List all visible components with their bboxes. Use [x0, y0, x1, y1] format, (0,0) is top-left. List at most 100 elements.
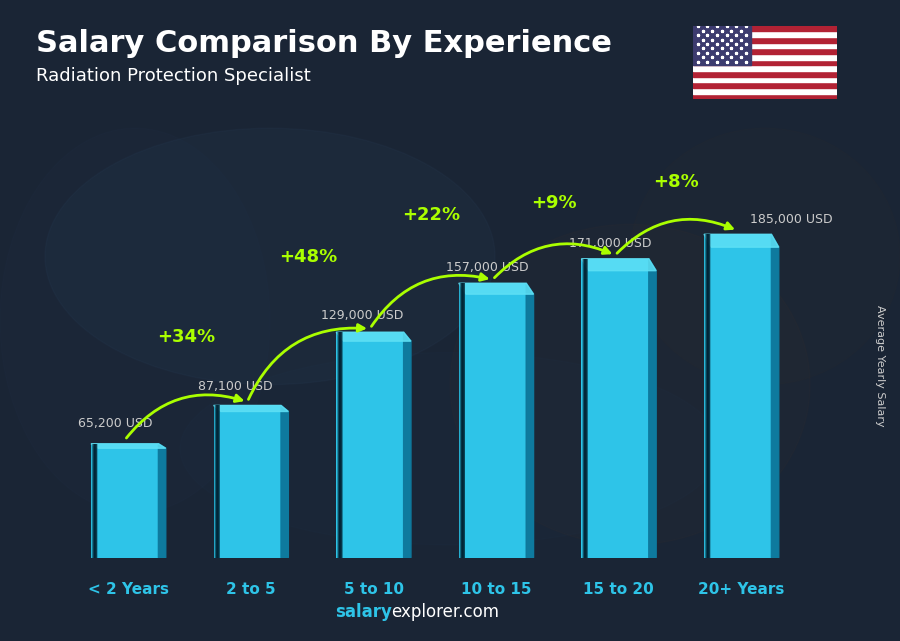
Bar	[582, 259, 586, 558]
Bar	[338, 332, 341, 558]
Bar	[705, 234, 708, 558]
Bar	[337, 332, 340, 558]
Bar	[91, 444, 94, 558]
Bar	[460, 283, 464, 558]
Polygon shape	[649, 259, 656, 558]
Bar	[337, 332, 339, 558]
Bar	[583, 259, 587, 558]
Bar	[217, 405, 220, 558]
Bar	[706, 234, 710, 558]
Bar	[216, 405, 219, 558]
Bar	[337, 332, 403, 558]
Bar	[91, 444, 94, 558]
Text: 10 to 15: 10 to 15	[461, 582, 531, 597]
Text: Average Yearly Salary: Average Yearly Salary	[875, 304, 886, 426]
Text: 15 to 20: 15 to 20	[583, 582, 654, 597]
Bar	[338, 332, 341, 558]
Polygon shape	[281, 405, 288, 558]
Bar	[583, 259, 586, 558]
Bar	[581, 259, 585, 558]
Bar	[706, 234, 709, 558]
Bar	[337, 332, 340, 558]
Bar	[693, 94, 837, 99]
Bar	[693, 31, 837, 37]
Ellipse shape	[0, 128, 270, 513]
Bar	[584, 259, 588, 558]
Bar	[461, 283, 464, 558]
Bar	[94, 444, 96, 558]
Bar	[582, 259, 585, 558]
Bar	[216, 405, 220, 558]
Bar	[583, 259, 587, 558]
Bar	[706, 234, 709, 558]
Bar	[693, 37, 837, 43]
Bar	[706, 234, 709, 558]
Text: +48%: +48%	[280, 247, 338, 266]
Bar	[584, 259, 588, 558]
Polygon shape	[337, 332, 411, 341]
Bar	[215, 405, 219, 558]
Polygon shape	[403, 332, 411, 558]
Ellipse shape	[180, 353, 720, 545]
Text: 20+ Years: 20+ Years	[698, 582, 785, 597]
Bar	[581, 259, 649, 558]
Bar	[459, 283, 463, 558]
Text: 2 to 5: 2 to 5	[226, 582, 275, 597]
Bar	[214, 405, 218, 558]
Text: 5 to 10: 5 to 10	[344, 582, 403, 597]
Bar	[338, 332, 342, 558]
Bar	[705, 234, 708, 558]
Bar	[582, 259, 585, 558]
Bar	[93, 444, 96, 558]
Bar	[707, 234, 711, 558]
Bar	[215, 405, 218, 558]
Bar	[704, 234, 707, 558]
Bar	[706, 234, 709, 558]
Bar	[706, 234, 710, 558]
Bar	[706, 234, 710, 558]
Bar	[216, 405, 220, 558]
Bar	[583, 259, 587, 558]
Text: explorer.com: explorer.com	[392, 603, 500, 621]
Bar	[584, 259, 588, 558]
Bar	[339, 332, 342, 558]
Bar	[338, 332, 341, 558]
Bar	[704, 234, 771, 558]
Bar	[94, 444, 97, 558]
Bar	[337, 332, 340, 558]
Bar	[215, 405, 219, 558]
Bar	[337, 332, 340, 558]
Text: 87,100 USD: 87,100 USD	[198, 380, 273, 393]
Bar	[706, 234, 708, 558]
Bar	[460, 283, 463, 558]
Bar	[214, 405, 218, 558]
Bar	[94, 444, 96, 558]
Text: 171,000 USD: 171,000 USD	[569, 237, 651, 250]
Bar	[461, 283, 464, 558]
Polygon shape	[213, 405, 288, 412]
Bar	[338, 332, 340, 558]
Bar	[94, 444, 97, 558]
Bar	[213, 405, 217, 558]
Bar	[338, 332, 342, 558]
Bar	[462, 283, 465, 558]
Text: +34%: +34%	[157, 328, 215, 346]
Text: +8%: +8%	[653, 172, 699, 190]
Bar	[459, 283, 462, 558]
Bar	[339, 332, 342, 558]
Bar	[462, 283, 465, 558]
Bar	[91, 444, 94, 558]
Bar	[92, 444, 95, 558]
Ellipse shape	[630, 128, 900, 385]
Bar	[693, 26, 751, 65]
Bar	[705, 234, 707, 558]
Bar	[693, 82, 837, 88]
Bar	[94, 444, 97, 558]
Bar	[92, 444, 94, 558]
Bar	[339, 332, 343, 558]
Bar	[93, 444, 96, 558]
Text: < 2 Years: < 2 Years	[88, 582, 169, 597]
Polygon shape	[526, 283, 534, 558]
Bar	[585, 259, 588, 558]
Bar	[693, 26, 837, 31]
